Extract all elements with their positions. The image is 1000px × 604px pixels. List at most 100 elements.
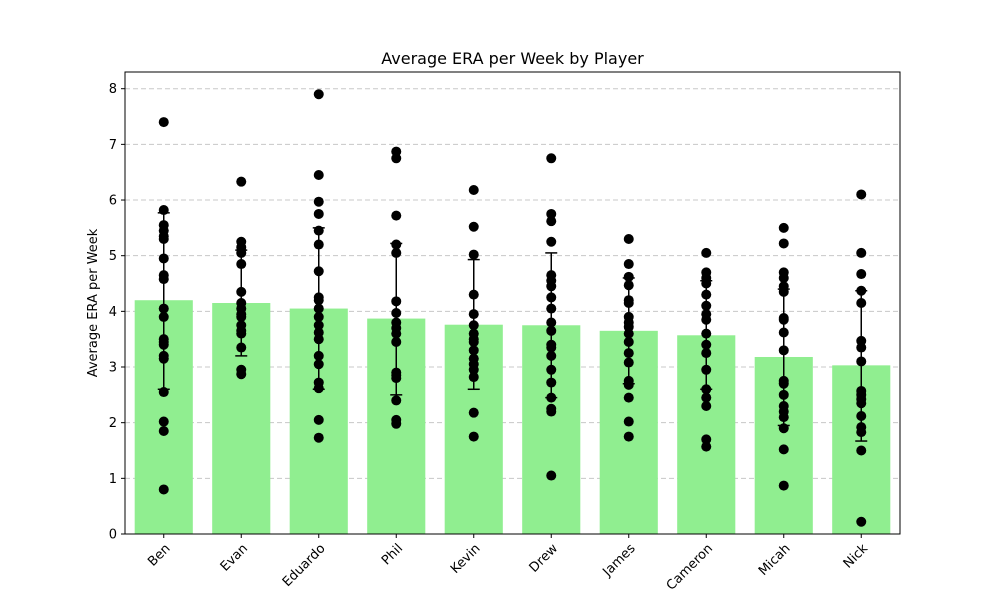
- data-point: [158, 387, 169, 398]
- data-point: [391, 239, 402, 250]
- data-point: [623, 280, 634, 291]
- data-point: [546, 216, 557, 227]
- data-point: [778, 286, 789, 297]
- data-point: [546, 281, 557, 292]
- y-tick-label: 1: [109, 472, 117, 487]
- y-tick-label: 8: [109, 82, 117, 97]
- data-point: [546, 292, 557, 303]
- data-point: [468, 309, 479, 320]
- data-point: [391, 373, 402, 384]
- data-point: [391, 247, 402, 258]
- y-axis-title: Average ERA per Week: [86, 228, 101, 377]
- data-point: [701, 289, 712, 300]
- data-point: [468, 364, 479, 375]
- data-point: [158, 253, 169, 264]
- data-point: [391, 395, 402, 406]
- data-point: [778, 378, 789, 389]
- y-tick-label: 4: [109, 305, 117, 320]
- data-point: [701, 384, 712, 395]
- data-point: [158, 339, 169, 350]
- data-point: [468, 289, 479, 300]
- data-point: [856, 410, 867, 421]
- data-point: [391, 210, 402, 221]
- data-point: [778, 412, 789, 423]
- data-point: [856, 298, 867, 308]
- data-point: [236, 328, 247, 339]
- data-point: [158, 484, 169, 495]
- data-point: [623, 416, 634, 427]
- data-point: [546, 406, 557, 417]
- y-tick-label: 3: [109, 361, 117, 376]
- data-point: [313, 225, 324, 236]
- data-point: [391, 308, 402, 319]
- data-point: [701, 434, 712, 445]
- data-point: [158, 353, 169, 364]
- data-point: [778, 327, 789, 338]
- data-point: [313, 383, 324, 394]
- data-point: [701, 392, 712, 403]
- data-point: [391, 336, 402, 347]
- data-point: [856, 398, 867, 409]
- data-point: [778, 423, 789, 434]
- data-point: [468, 336, 479, 347]
- data-point: [623, 431, 634, 442]
- data-point: [391, 153, 402, 164]
- data-point: [236, 311, 247, 322]
- data-point: [701, 339, 712, 350]
- data-point: [623, 328, 634, 339]
- data-point: [701, 364, 712, 375]
- data-point: [778, 222, 789, 233]
- data-point: [701, 247, 712, 258]
- data-point: [313, 208, 324, 219]
- data-point: [701, 278, 712, 289]
- data-point: [313, 334, 324, 345]
- y-tick-label: 6: [109, 194, 117, 209]
- data-point: [158, 274, 169, 285]
- data-point: [856, 356, 867, 367]
- data-point: [468, 407, 479, 418]
- data-point: [701, 328, 712, 339]
- data-point: [856, 516, 867, 527]
- data-point: [236, 259, 247, 270]
- data-point: [546, 350, 557, 361]
- data-point: [623, 392, 634, 403]
- data-point: [856, 342, 867, 353]
- data-point: [546, 325, 557, 336]
- data-point: [546, 208, 557, 219]
- data-point: [701, 314, 712, 325]
- data-point: [313, 303, 324, 314]
- data-point: [236, 369, 247, 380]
- data-point: [701, 441, 712, 452]
- data-point: [623, 259, 634, 270]
- data-point: [623, 357, 634, 368]
- data-point: [623, 348, 634, 359]
- y-tick-label: 5: [109, 249, 117, 264]
- data-point: [856, 189, 867, 200]
- data-point: [158, 426, 169, 437]
- chart-title: Average ERA per Week by Player: [381, 49, 644, 68]
- data-point: [313, 414, 324, 425]
- data-point: [158, 416, 169, 427]
- data-point: [313, 169, 324, 180]
- data-point: [856, 269, 867, 280]
- data-point: [313, 196, 324, 207]
- data-point: [856, 427, 867, 438]
- data-point: [778, 314, 789, 325]
- data-point: [546, 470, 557, 481]
- data-point: [158, 311, 169, 322]
- data-point: [391, 418, 402, 429]
- data-point: [778, 444, 789, 455]
- data-point: [236, 286, 247, 297]
- data-point: [313, 432, 324, 443]
- data-point: [701, 348, 712, 359]
- data-point: [778, 480, 789, 491]
- data-point: [313, 266, 324, 277]
- data-point: [778, 238, 789, 249]
- data-point: [468, 431, 479, 442]
- data-point: [701, 400, 712, 411]
- data-point: [236, 247, 247, 258]
- data-point: [313, 350, 324, 361]
- data-point: [623, 233, 634, 244]
